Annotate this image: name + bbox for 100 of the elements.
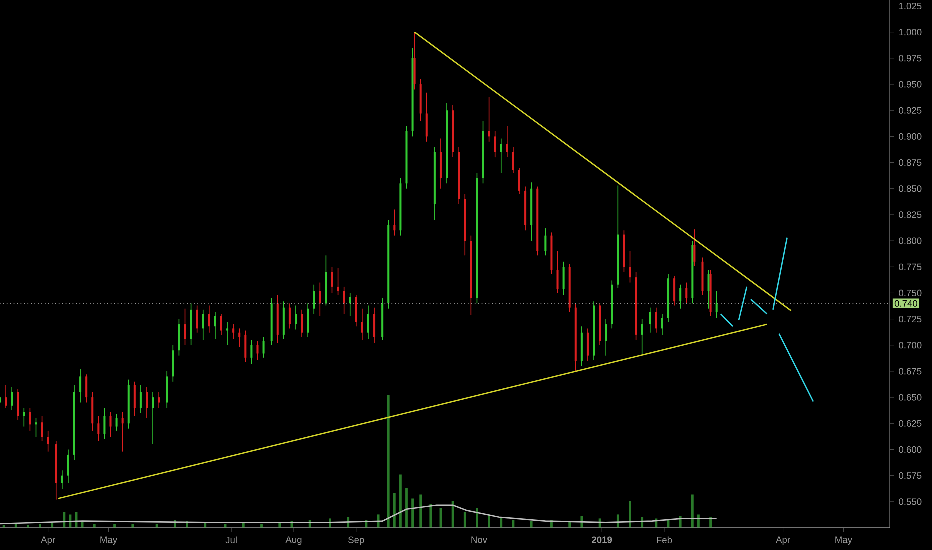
candlestick (556, 251, 559, 294)
candlestick (586, 328, 589, 362)
y-tick-label: 0.750 (899, 290, 922, 297)
y-tick-label: 1.000 (899, 29, 922, 36)
candlestick (208, 305, 210, 334)
candlestick (518, 168, 521, 194)
y-tick-label: 0.950 (899, 81, 922, 88)
candlestick (98, 416, 100, 442)
candlestick (562, 262, 565, 296)
candlestick (41, 416, 44, 442)
bar (452, 501, 454, 528)
x-tick-label: Feb (657, 536, 672, 544)
candlestick (343, 286, 346, 314)
candlestick (500, 138, 502, 174)
candlestick (214, 312, 216, 340)
candlestick (301, 310, 304, 338)
y-tick-label: 0.725 (899, 316, 922, 323)
y-tick-label: 0.825 (899, 212, 922, 218)
candlestick (426, 92, 428, 142)
x-tick-label: Apr (776, 536, 790, 546)
candlestick (716, 290, 718, 319)
candlestick (122, 412, 124, 452)
bar (377, 514, 380, 528)
candlestick (104, 408, 106, 440)
bar (430, 504, 432, 528)
bar (530, 521, 533, 528)
bar (114, 524, 116, 528)
candlestick (226, 322, 229, 346)
y-tick-label: 0.975 (899, 55, 922, 62)
candlestick (61, 470, 64, 490)
candlestick (512, 146, 514, 174)
y-tick-label: 0.925 (899, 107, 922, 114)
candlestick (294, 305, 298, 330)
candlestick (67, 449, 70, 484)
bar (406, 488, 408, 528)
candlestick (17, 388, 20, 421)
candlestick (506, 126, 508, 158)
candlestick (47, 430, 50, 452)
candlestick (544, 228, 547, 256)
y-tick-label: 1.025 (899, 2, 922, 10)
bar (464, 512, 466, 528)
candlestick (250, 340, 253, 365)
candlestick (374, 307, 376, 344)
candlestick (661, 314, 664, 336)
bar (156, 524, 158, 528)
candlestick (5, 384, 8, 408)
candlestick (655, 307, 658, 334)
candlestick (238, 328, 241, 348)
y-tick-label: 0.875 (899, 159, 922, 166)
candlestick (694, 229, 696, 266)
candlestick (35, 418, 38, 438)
candlestick (23, 408, 26, 428)
candlestick (116, 414, 118, 432)
bar (387, 395, 390, 528)
x-tick-label: 2019 (592, 536, 612, 544)
y-tick-label: 0.700 (899, 342, 922, 349)
candlestick (140, 384, 142, 414)
candlestick (674, 276, 676, 306)
candlestick (708, 270, 710, 310)
candlestick (29, 408, 32, 432)
candlestick (680, 284, 682, 310)
candlestick (349, 292, 352, 317)
candlestick (313, 284, 316, 314)
candlestick (184, 308, 186, 346)
candlestick (11, 386, 14, 410)
y-tick-label: 0.775 (899, 264, 922, 270)
candlestick (361, 308, 364, 341)
candlestick (331, 266, 334, 294)
x-tick-label: May (100, 536, 118, 546)
candlestick (319, 282, 322, 317)
candlestick (244, 330, 247, 362)
bar (629, 501, 632, 528)
bar (93, 524, 96, 528)
candlestick (394, 209, 396, 236)
bar (132, 524, 134, 528)
x-tick-label: May (836, 536, 852, 546)
y-tick-label: 0.800 (899, 238, 922, 244)
x-tick-label: Sep (348, 536, 364, 546)
candlestick (196, 305, 198, 334)
x-tick-label: Jul (226, 536, 237, 544)
candlestick (488, 96, 490, 142)
y-tick-label: 0.900 (899, 133, 922, 140)
candlestick (641, 318, 644, 356)
y-tick-label: 0.650 (899, 394, 922, 401)
candlestick (202, 310, 204, 341)
candlestick (86, 374, 88, 404)
candlestick (686, 282, 688, 304)
y-tick-label: 0.575 (899, 472, 922, 480)
y-tick-label: 0.625 (899, 420, 922, 427)
ref-line-label: 0.740 (894, 300, 918, 307)
bar (14, 524, 18, 528)
candlestick (367, 305, 370, 340)
candlestick (262, 336, 265, 358)
candlestick (256, 340, 259, 360)
bar (500, 517, 503, 528)
bar (420, 494, 422, 528)
candlestick (649, 307, 652, 334)
candlestick (110, 412, 112, 438)
candlestick (134, 382, 136, 417)
candlestick (288, 303, 291, 330)
